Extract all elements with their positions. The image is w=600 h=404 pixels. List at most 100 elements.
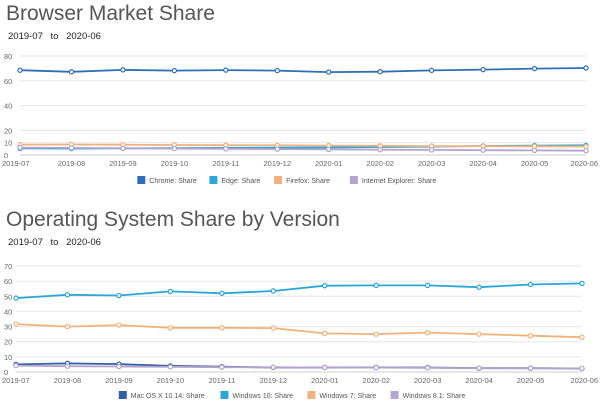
y-tick-label: 70 <box>4 262 12 271</box>
data-point[interactable] <box>167 325 174 331</box>
data-point[interactable] <box>13 295 19 301</box>
data-point[interactable] <box>424 282 431 289</box>
legend-label: Chrome: Share <box>149 178 197 185</box>
data-point[interactable] <box>377 146 383 153</box>
data-point[interactable] <box>13 321 19 327</box>
data-point[interactable] <box>428 147 435 153</box>
data-point[interactable] <box>64 363 71 369</box>
series-line <box>19 146 587 152</box>
data-point[interactable] <box>270 325 276 331</box>
data-point[interactable] <box>579 334 585 340</box>
x-tick-label: 2019-07 <box>2 376 30 385</box>
chart-title: Browser Market Share <box>6 2 215 25</box>
data-point[interactable] <box>116 322 122 328</box>
data-point[interactable] <box>476 331 482 337</box>
x-tick-label: 2019-07 <box>2 159 30 168</box>
legend-label: Windows 8.1: Share <box>403 393 466 400</box>
data-point[interactable] <box>223 146 229 152</box>
data-point[interactable] <box>373 331 379 337</box>
y-tick-label: 60 <box>4 277 12 286</box>
data-point[interactable] <box>527 332 534 339</box>
data-point[interactable] <box>322 330 328 337</box>
data-point[interactable] <box>476 284 482 290</box>
data-point[interactable] <box>424 329 431 336</box>
x-tick-label: 2020-02 <box>362 376 390 385</box>
data-point[interactable] <box>428 67 435 74</box>
browser-line-chart: 0 10 20 40 60 80 2019-07 2019-08 2019-09 2019-10 2… <box>2 52 598 185</box>
data-point[interactable] <box>167 288 174 295</box>
data-point[interactable] <box>527 281 534 288</box>
legend-item[interactable]: Chrome: Share <box>137 176 197 185</box>
data-point[interactable] <box>223 67 229 73</box>
data-point[interactable] <box>583 147 589 154</box>
data-point[interactable] <box>527 365 534 371</box>
data-point[interactable] <box>583 65 589 71</box>
data-point[interactable] <box>531 147 538 154</box>
series-line <box>15 364 583 370</box>
x-tick-label: 2020-06 <box>570 376 598 385</box>
data-point[interactable] <box>424 365 431 371</box>
legend-label: Windows 10: Share <box>233 393 294 400</box>
data-point[interactable] <box>68 145 75 151</box>
data-point[interactable] <box>579 365 585 372</box>
data-point[interactable] <box>326 146 332 153</box>
x-tick-label: 2020-05 <box>517 376 545 385</box>
data-point[interactable] <box>17 67 23 73</box>
data-point[interactable] <box>13 362 19 369</box>
data-point[interactable] <box>579 280 585 287</box>
data-point[interactable] <box>270 364 276 371</box>
data-point[interactable] <box>171 67 178 74</box>
x-tick-label: 2019-12 <box>264 159 292 168</box>
data-point[interactable] <box>116 363 122 370</box>
data-point[interactable] <box>64 292 71 298</box>
data-point[interactable] <box>322 364 328 371</box>
legend-item[interactable]: Windows 7: Share <box>307 391 376 400</box>
data-point[interactable] <box>274 146 280 152</box>
data-point[interactable] <box>120 67 126 73</box>
legend-label: Internet Explorer: Share <box>362 178 436 185</box>
data-point[interactable] <box>219 325 225 331</box>
data-point[interactable] <box>120 145 126 152</box>
legend-swatch <box>220 391 229 399</box>
data-point[interactable] <box>583 143 589 150</box>
legend-item[interactable]: Windows 10: Share <box>220 391 294 400</box>
data-point[interactable] <box>480 66 486 73</box>
legend-item[interactable]: Internet Explorer: Share <box>349 176 436 185</box>
data-point[interactable] <box>219 364 225 370</box>
legend-item[interactable]: Mac OS X 10.14: Share <box>118 391 205 400</box>
series-line <box>19 67 587 74</box>
legend-item[interactable]: Windows 8.1: Share <box>390 391 466 400</box>
y-tick-label: 10 <box>4 139 12 148</box>
data-point[interactable] <box>64 323 71 330</box>
data-point[interactable] <box>219 290 225 296</box>
data-point[interactable] <box>322 282 328 289</box>
data-point[interactable] <box>377 69 383 75</box>
x-tick-label: 2019-09 <box>109 159 137 168</box>
range-from: 2019-07 <box>8 31 43 42</box>
x-tick-label: 2019-10 <box>161 159 189 168</box>
data-point[interactable] <box>167 364 174 370</box>
data-point[interactable] <box>326 69 332 75</box>
x-tick-label: 2019-10 <box>157 376 185 385</box>
chart-title: Operating System Share by Version <box>6 208 340 231</box>
data-point[interactable] <box>171 145 178 152</box>
data-point[interactable] <box>480 147 486 153</box>
data-point[interactable] <box>373 364 379 371</box>
data-point[interactable] <box>17 144 23 151</box>
x-tick-label: 2019-08 <box>54 376 82 385</box>
legend-label: Mac OS X 10.14: Share <box>131 393 205 400</box>
data-point[interactable] <box>476 365 482 371</box>
data-point[interactable] <box>373 282 379 289</box>
x-tick-label: 2020-04 <box>469 159 497 168</box>
date-range: 2019-07 to 2020-06 <box>8 31 106 42</box>
x-tick-label: 2019-08 <box>58 159 86 168</box>
data-point[interactable] <box>116 292 122 299</box>
data-point[interactable] <box>68 69 75 75</box>
x-tick-label: 2019-11 <box>212 159 239 168</box>
data-point[interactable] <box>270 288 276 294</box>
data-point[interactable] <box>274 67 280 74</box>
legend-item[interactable]: Edge: Share <box>209 176 260 185</box>
data-point[interactable] <box>531 65 538 72</box>
y-tick-label: 30 <box>4 323 12 332</box>
legend-item[interactable]: Firefox: Share <box>274 176 330 185</box>
